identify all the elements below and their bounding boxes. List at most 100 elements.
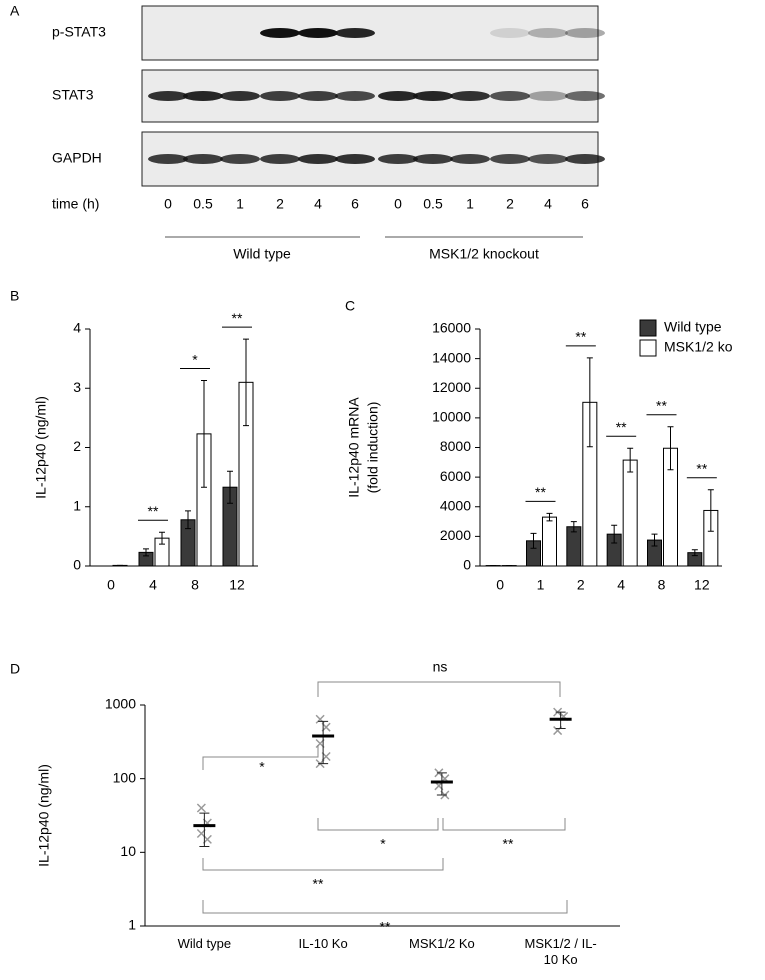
- y-axis-label: IL-12p40 mRNA: [346, 397, 362, 498]
- time-point: 0.5: [193, 196, 213, 212]
- blot-band: [413, 154, 453, 164]
- significance-label: *: [259, 759, 265, 775]
- x-tick-label: 1: [537, 577, 545, 593]
- significance-bracket: [202, 900, 568, 914]
- y-tick-label: 1: [128, 917, 136, 933]
- error-bar: [201, 380, 207, 488]
- error-bar: [159, 531, 165, 545]
- error-bar: [627, 447, 634, 473]
- y-tick-label: 10: [120, 843, 136, 859]
- y-axis-label: IL-12p40 (ng/ml): [33, 396, 49, 499]
- significance-label: *: [380, 836, 386, 852]
- significance-label: **: [232, 310, 243, 326]
- x-tick-label: Wild type: [177, 936, 232, 951]
- y-tick-label: 4: [73, 320, 81, 336]
- blot-band: [183, 154, 223, 164]
- bar: [542, 516, 557, 567]
- blot-band: [260, 91, 300, 101]
- blot-band: [298, 154, 338, 164]
- y-axis-label: IL-12p40 (ng/ml): [36, 764, 52, 867]
- error-bar: [318, 720, 329, 765]
- y-tick-label: 0: [463, 557, 471, 573]
- error-bar: [707, 489, 714, 532]
- x-tick-label: 4: [617, 577, 625, 593]
- y-tick-label: 4000: [440, 497, 471, 513]
- blot-band: [450, 91, 490, 101]
- error-bar: [667, 426, 674, 471]
- time-point: 6: [581, 196, 589, 212]
- blot-band: [260, 28, 300, 38]
- blot-band: [298, 91, 338, 101]
- panel-label: B: [10, 288, 19, 304]
- time-point: 4: [544, 196, 552, 212]
- y-tick-label: 14000: [432, 349, 471, 365]
- legend-swatch: [639, 339, 657, 357]
- panel-label: D: [10, 661, 20, 677]
- significance-label: **: [535, 484, 546, 500]
- y-tick-label: 1: [73, 497, 81, 513]
- error-bar: [651, 533, 658, 547]
- error-bar: [436, 772, 447, 796]
- legend-swatch: [639, 319, 657, 337]
- time-label: time (h): [52, 196, 99, 212]
- error-bar: [546, 512, 553, 522]
- time-point: 1: [466, 196, 474, 212]
- blot-row-label: STAT3: [52, 87, 94, 103]
- significance-label: **: [656, 397, 667, 413]
- blot-band: [335, 154, 375, 164]
- blot-band: [528, 154, 568, 164]
- time-point: 1: [236, 196, 244, 212]
- significance-bracket: [202, 858, 444, 871]
- y-tick-label: 6000: [440, 468, 471, 484]
- error-bar: [227, 470, 233, 504]
- panel-label: C: [345, 298, 355, 314]
- blot-band: [528, 28, 568, 38]
- significance-label: **: [503, 836, 514, 852]
- y-tick-label: 1000: [105, 696, 136, 712]
- error-bar: [530, 532, 537, 549]
- bar: [566, 526, 582, 567]
- x-tick-label: MSK1/2 / IL-10 Ko: [524, 936, 597, 967]
- x-tick-label: 12: [694, 577, 710, 593]
- blot-band: [378, 91, 418, 101]
- blot-band: [413, 91, 453, 101]
- error-bar: [691, 549, 698, 557]
- error-bar: [199, 812, 210, 847]
- y-tick-label: 2: [73, 438, 81, 454]
- y-tick-label: 100: [113, 769, 137, 785]
- time-point: 0: [394, 196, 402, 212]
- error-bar: [611, 524, 618, 544]
- blot-band: [220, 154, 260, 164]
- blot-band: [148, 154, 188, 164]
- blot-band: [220, 91, 260, 101]
- blot-band: [378, 154, 418, 164]
- blot-band: [335, 28, 375, 38]
- x-tick-label: 8: [191, 577, 199, 593]
- y-tick-label: 2000: [440, 527, 471, 543]
- time-point: 0: [164, 196, 172, 212]
- x-tick-label: 8: [658, 577, 666, 593]
- time-point: 4: [314, 196, 322, 212]
- blot-band: [565, 91, 605, 101]
- time-point: 6: [351, 196, 359, 212]
- significance-label: **: [313, 876, 324, 892]
- blot-band: [490, 28, 530, 38]
- significance-label: ns: [433, 659, 448, 675]
- blot-band: [148, 91, 188, 101]
- blot-band: [450, 154, 490, 164]
- error-bar: [570, 521, 577, 533]
- y-tick-label: 12000: [432, 379, 471, 395]
- error-bar: [143, 548, 149, 557]
- x-tick-label: MSK1/2 Ko: [408, 936, 475, 951]
- blot-row-label: GAPDH: [52, 150, 102, 166]
- y-tick-label: 3: [73, 379, 81, 395]
- x-tick-label: 2: [577, 577, 585, 593]
- time-point: 2: [506, 196, 514, 212]
- x-tick-label: 12: [229, 577, 245, 593]
- significance-label: **: [575, 329, 586, 345]
- error-bar: [243, 338, 249, 427]
- significance-bracket: [317, 818, 439, 831]
- x-tick-label: IL-10 Ko: [298, 936, 348, 951]
